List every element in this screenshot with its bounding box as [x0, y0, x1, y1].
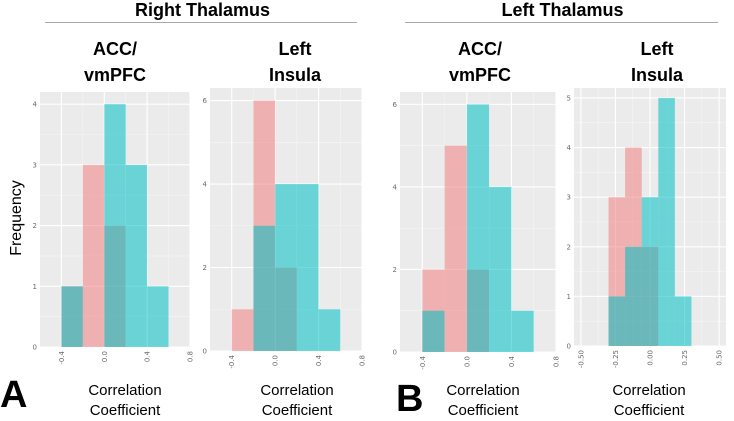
lt-ins-xlabel-line1: Correlation	[612, 382, 686, 399]
lt-acc-xlabel-line1: Correlation	[446, 382, 520, 399]
histogram-bar-series_b	[422, 310, 445, 352]
x-tick-label: 0.00	[647, 350, 655, 366]
y-tick-label: 3	[567, 194, 571, 202]
histogram-bar-series_b	[641, 197, 659, 346]
y-axis-label: Frequency	[8, 180, 25, 256]
x-tick-label: 0.8	[187, 351, 195, 362]
panel-label-a: A	[0, 374, 28, 416]
lt-ins-title-line2: Insula	[630, 65, 683, 85]
histogram-bar-series_b	[466, 104, 490, 352]
left-thalamus-rule	[405, 22, 718, 23]
y-tick-label: 2	[567, 243, 571, 251]
x-tick-label: 0.4	[315, 354, 323, 366]
y-tick-label: 6	[393, 101, 398, 109]
x-tick-label: 0.0	[101, 351, 109, 362]
x-tick-label: -0.25	[612, 350, 620, 368]
y-tick-label: 6	[203, 97, 208, 105]
histogram-bar-series_b	[296, 184, 319, 351]
y-tick-label: 2	[203, 264, 207, 272]
y-tick-label: 4	[567, 144, 572, 152]
x-tick-label: 0.4	[508, 355, 516, 367]
histogram-bar-series_b	[125, 164, 148, 347]
chart-lt-acc: 0 2 4 6 -0.4 0.0 0.4 0.8	[393, 92, 561, 370]
histogram-bar-series_b	[625, 246, 642, 346]
histogram-bar-series_a	[231, 309, 254, 351]
panel-label-b: B	[396, 378, 424, 420]
rt-acc-xlabel: Correlation Coefficient	[60, 381, 190, 421]
y-tick-label: 2	[393, 266, 397, 274]
x-tick-label: 0.0	[463, 356, 471, 367]
rt-acc-title: ACC/ vmPFC	[55, 36, 175, 88]
y-tick-label: 4	[393, 183, 398, 191]
y-tick-label: 0	[393, 349, 397, 357]
histogram-bar-series_b	[253, 225, 276, 351]
x-tick-label: -0.4	[228, 354, 236, 368]
lt-acc-xlabel-line2: Coefficient	[447, 402, 519, 419]
x-tick-label: 0.50	[716, 350, 724, 366]
histogram-bar-series_b	[104, 104, 126, 347]
lt-ins-title-line1: Left	[640, 39, 674, 59]
chart-lt-ins: 0 1 2 3 4 5 -0.50 -0.25 0.00 0.25 0.50	[567, 88, 726, 368]
y-tick-label: 0	[33, 344, 37, 352]
histogram-bar-series_b	[511, 310, 534, 352]
lt-acc-title: ACC/ vmPFC	[420, 36, 540, 88]
histogram-bar-series_b	[674, 296, 692, 346]
x-tick-label: 0.25	[681, 350, 689, 366]
lt-ins-xlabel-line2: Coefficient	[613, 402, 685, 419]
rt-acc-title-line1: ACC/	[93, 39, 137, 59]
y-tick-label: 5	[567, 94, 571, 102]
x-tick-label: 0.4	[144, 350, 152, 362]
x-tick-label: -0.50	[577, 350, 585, 368]
histogram-bar-series_b	[489, 186, 512, 352]
rt-ins-xlabel-line1: Correlation	[260, 382, 334, 399]
lt-acc-title-line1: ACC/	[458, 39, 502, 59]
histogram-bar-series_a	[82, 164, 105, 347]
lt-acc-xlabel: Correlation Coefficient	[418, 381, 548, 421]
x-tick-label: 0.0	[272, 355, 280, 366]
histogram-bar-series_b	[658, 97, 675, 346]
x-tick-label: 0.8	[553, 356, 561, 367]
chart-rt-ins: 0 2 4 6 -0.4 0.0 0.4 0.8	[203, 88, 367, 369]
rt-acc-title-line2: vmPFC	[83, 65, 146, 85]
rt-ins-title-line1: Left	[278, 39, 312, 59]
rt-acc-xlabel-line1: Correlation	[88, 382, 162, 399]
rt-ins-xlabel: Correlation Coefficient	[232, 381, 362, 421]
rt-acc-xlabel-line2: Coefficient	[89, 402, 161, 419]
y-tick-label: 2	[33, 222, 37, 230]
histogram-bar-series_a	[444, 145, 467, 352]
y-tick-label: 4	[203, 181, 208, 189]
y-tick-label: 0	[203, 348, 207, 356]
rt-ins-title: Left Insula	[240, 36, 350, 88]
rt-ins-xlabel-line2: Coefficient	[261, 402, 333, 419]
histogram-bar-series_b	[608, 296, 626, 346]
y-tick-label: 4	[33, 101, 38, 109]
right-thalamus-title: Right Thalamus	[134, 0, 270, 20]
y-tick-label: 1	[567, 293, 571, 301]
histogram-bar-series_b	[275, 184, 297, 351]
lt-acc-title-line2: vmPFC	[448, 65, 511, 85]
x-tick-label: -0.4	[419, 355, 427, 369]
x-tick-label: 0.8	[359, 355, 367, 366]
histogram-bar-series_b	[318, 309, 341, 351]
x-tick-label: -0.4	[58, 350, 66, 364]
lt-ins-xlabel: Correlation Coefficient	[584, 381, 714, 421]
histogram-bar-series_b	[147, 286, 169, 347]
y-tick-label: 1	[33, 283, 37, 291]
rt-ins-title-line2: Insula	[268, 65, 321, 85]
histogram-bar-series_b	[61, 286, 83, 347]
right-thalamus-rule	[45, 22, 357, 23]
left-thalamus-title: Left Thalamus	[501, 0, 624, 20]
chart-rt-acc: 0 1 2 3 4 -0.4 0.0 0.4 0.8	[33, 92, 195, 365]
y-tick-label: 3	[33, 161, 37, 169]
lt-ins-title: Left Insula	[602, 36, 712, 88]
y-tick-label: 0	[567, 343, 571, 351]
